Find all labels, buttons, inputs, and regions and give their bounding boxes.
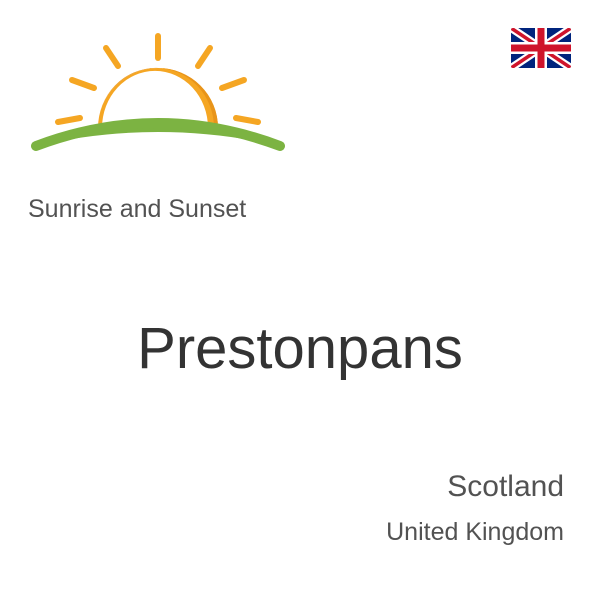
city-name: Prestonpans <box>0 315 600 382</box>
uk-flag-icon <box>510 28 572 68</box>
sunrise-logo <box>28 28 288 198</box>
region-name: Scotland <box>447 470 564 504</box>
tagline-text: Sunrise and Sunset <box>28 195 246 224</box>
sunrise-icon <box>28 28 288 163</box>
country-name: United Kingdom <box>386 518 564 547</box>
